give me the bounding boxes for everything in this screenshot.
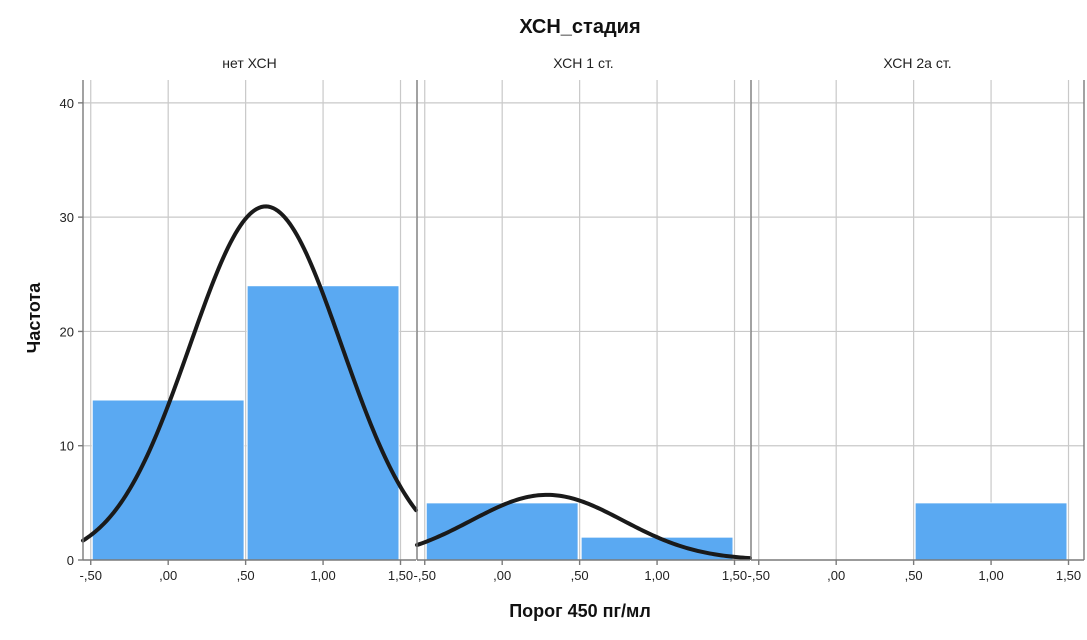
x-tick-label: 1,50	[722, 568, 747, 583]
normal-curve	[415, 492, 752, 561]
histogram-bar	[580, 536, 734, 561]
histogram-bar	[914, 502, 1068, 561]
x-tick-label: -,50	[80, 568, 102, 583]
histogram-bar	[91, 399, 245, 561]
x-axis-label: Порог 450 пг/мл	[509, 601, 651, 621]
x-tick-label: -,50	[414, 568, 436, 583]
panel-title: нет ХСН	[222, 55, 276, 71]
y-tick-label: 10	[60, 439, 74, 454]
panel-1: нет ХСН -,50 ,00 ,50 1,00 1,50	[80, 55, 418, 583]
x-tick-label: ,50	[905, 568, 923, 583]
y-tick-label: 40	[60, 96, 74, 111]
x-tick-label: 1,00	[644, 568, 669, 583]
panel-3: ХСН 2а ст. -,50 ,00 ,50 1,00 1,50	[748, 55, 1084, 583]
x-tick-label: ,50	[237, 568, 255, 583]
normal-curve	[81, 204, 418, 543]
y-tick-label: 0	[67, 553, 74, 568]
panel-title: ХСН 2а ст.	[883, 55, 951, 71]
panel-title: ХСН 1 ст.	[553, 55, 613, 71]
histogram-bar	[246, 285, 400, 561]
x-tick-label: ,50	[571, 568, 589, 583]
x-tick-label: ,00	[493, 568, 511, 583]
x-tick-label: 1,00	[978, 568, 1003, 583]
x-tick-label: -,50	[748, 568, 770, 583]
x-tick-label: 1,00	[310, 568, 335, 583]
x-tick-label: ,00	[159, 568, 177, 583]
y-tick-label: 30	[60, 210, 74, 225]
x-tick-label: ,00	[827, 568, 845, 583]
y-tick-label: 20	[60, 324, 74, 339]
chart-title: ХСН_стадия	[519, 16, 640, 38]
panels-group: нет ХСН -,50 ,00 ,50 1,00 1,50 ХСН 1 ст. -,50 ,0…	[60, 55, 1085, 583]
y-axis-label: Частота	[24, 282, 44, 354]
x-tick-label: 1,50	[1056, 568, 1081, 583]
panel-2: ХСН 1 ст. -,50 ,00 ,50 1,00 1,50	[414, 55, 752, 583]
x-tick-label: 1,50	[388, 568, 413, 583]
